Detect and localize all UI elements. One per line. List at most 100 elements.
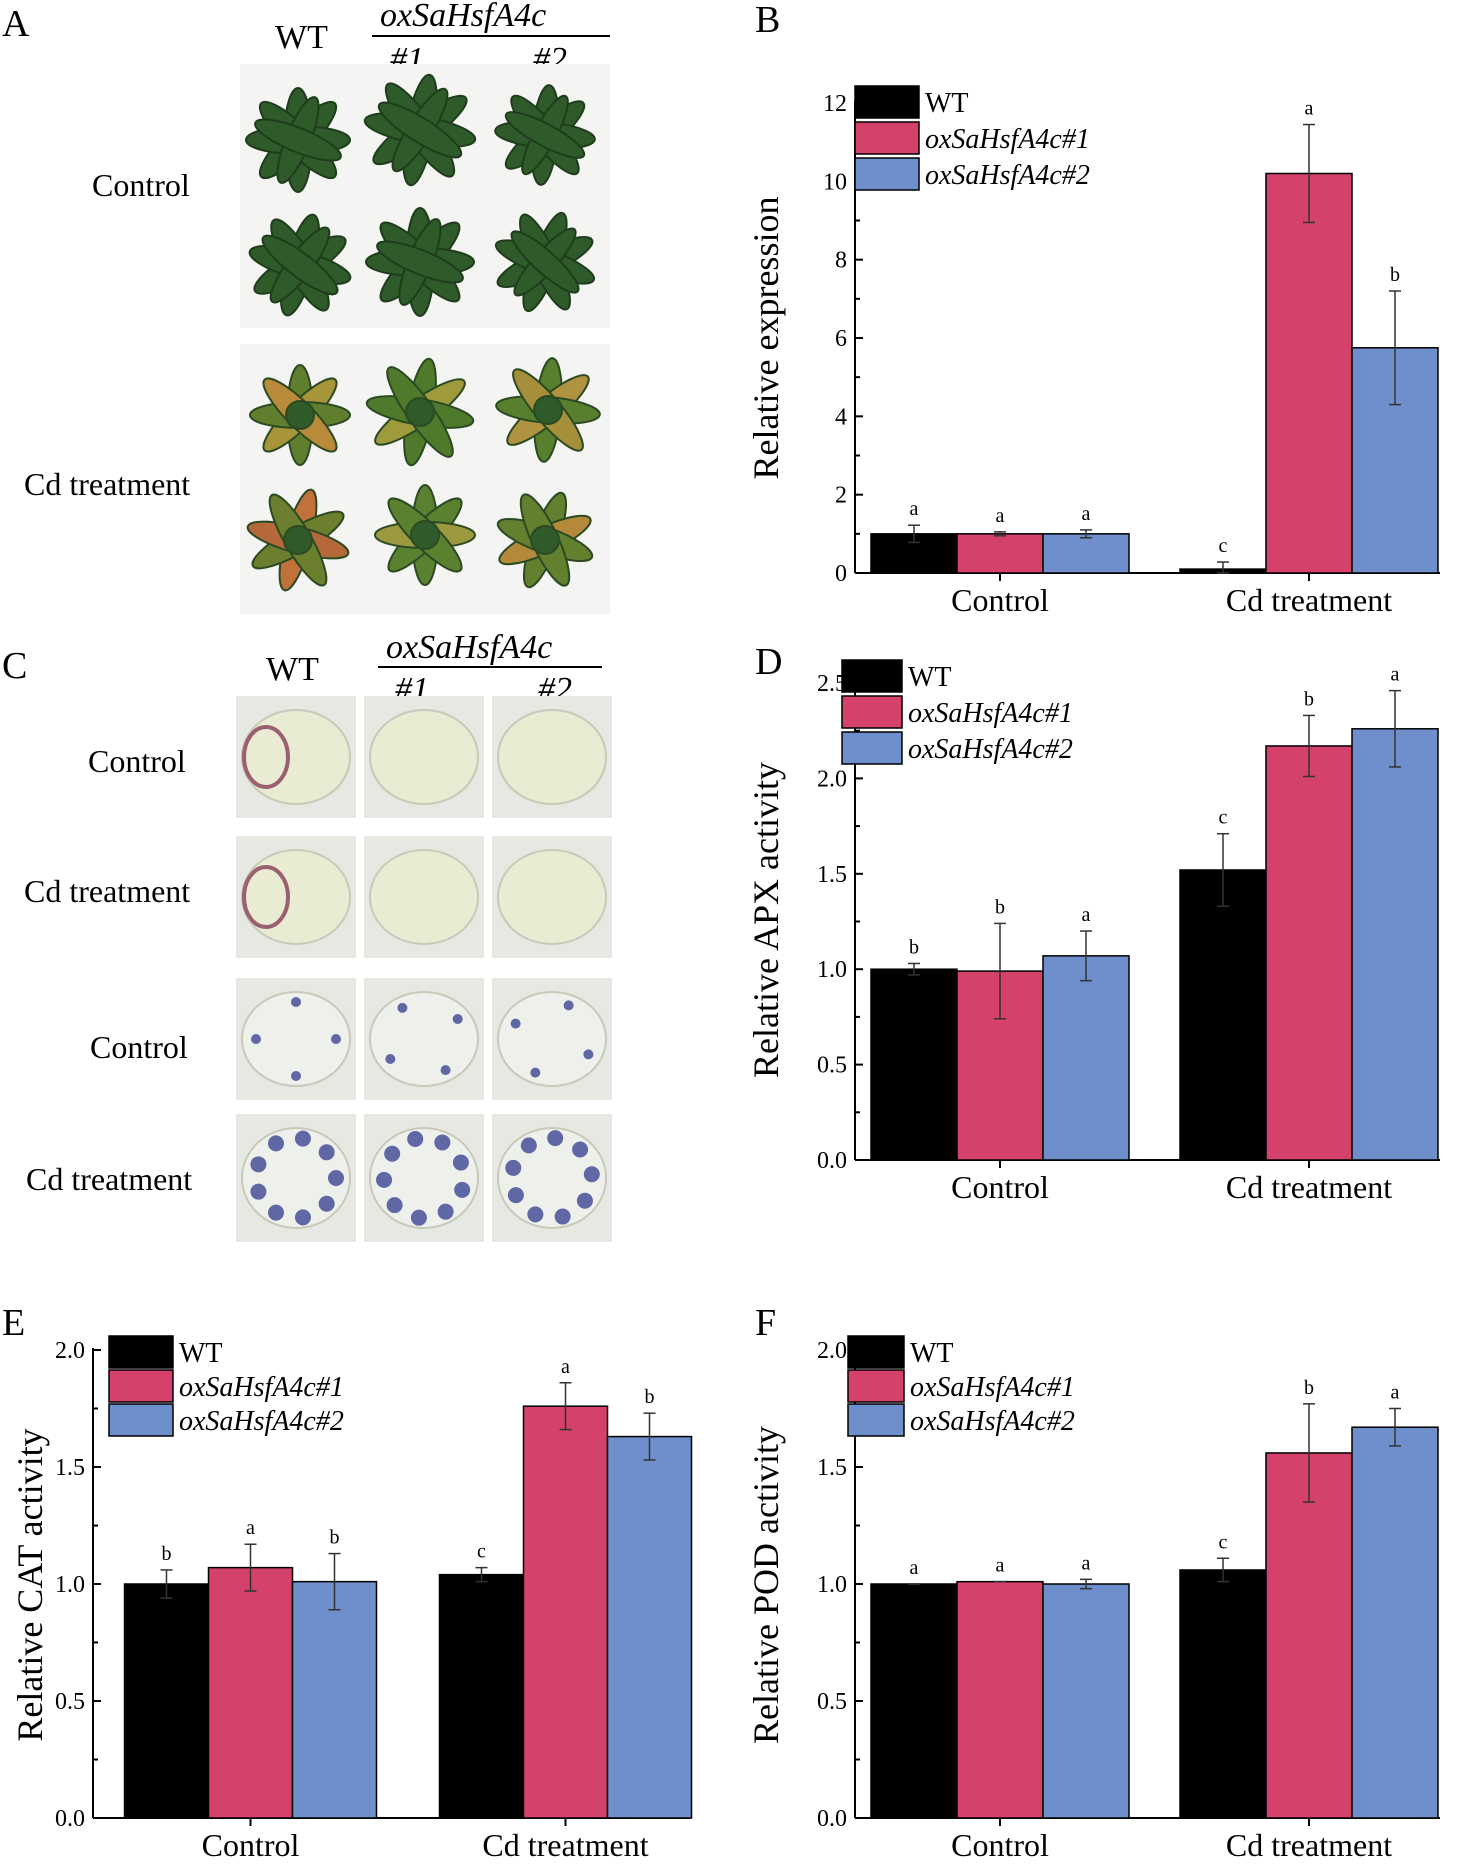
y-tick-label: 1.5 — [55, 1455, 85, 1481]
nbt-stain-spot — [291, 997, 301, 1007]
panel-c: C WT oxSaHsfA4c #1 #2 Control Cd treatme… — [2, 629, 612, 1242]
nbt-stain-spot — [268, 1135, 284, 1152]
legend-swatch — [847, 1369, 905, 1403]
nbt-stain-spot — [291, 1071, 301, 1081]
leaf — [241, 709, 351, 805]
legend-swatch — [847, 1335, 905, 1369]
nbt-stain-spot — [407, 1130, 424, 1147]
significance-letter: c — [1219, 1531, 1228, 1553]
plant-rosette — [363, 73, 477, 187]
leaf-damage — [242, 725, 290, 789]
legend-swatch — [847, 1403, 905, 1437]
bar-e-wt-1 — [438, 1573, 525, 1819]
chart-b: B 0 2 4 6 8 10 12 Relative expression a a a Control c… — [746, 0, 1440, 618]
nbt-stain-spot — [510, 1018, 521, 1029]
significance-letter: b — [162, 1543, 172, 1565]
significance-letter: a — [1391, 664, 1400, 686]
y-axis-label: Relative expression — [746, 197, 786, 480]
bar-e-oxsahsfa4c-2-0 — [291, 1580, 378, 1819]
leaf — [497, 849, 607, 945]
panel-a-wt-header: WT — [275, 19, 328, 56]
nbt-stain-spot — [376, 1171, 393, 1188]
panel-letter: B — [755, 0, 780, 41]
bar-f-wt-1 — [1179, 1569, 1267, 1819]
nbt-stain-spot — [572, 1141, 589, 1158]
nbt-stain-spot — [328, 1170, 344, 1186]
category-label: Cd treatment — [1226, 1827, 1392, 1863]
leaf — [369, 849, 479, 945]
y-tick-label: 0.5 — [55, 1689, 85, 1715]
y-tick-label: 0.5 — [817, 1689, 847, 1715]
panel-a-row-control: Control — [92, 167, 190, 203]
plant-photo-control — [240, 64, 610, 328]
nbt-stain-spot — [563, 1000, 574, 1011]
panel-a-row-cd: Cd treatment — [24, 466, 190, 502]
nbt-stain-spot — [452, 1014, 463, 1025]
plant-photo-cd — [240, 344, 610, 614]
nbt-stain-spot — [547, 1130, 564, 1147]
chart-e: E 0.0 0.5 1.0 1.5 2.0 Relative CAT activity b a b… — [2, 1302, 693, 1863]
y-tick-label: 8 — [835, 248, 847, 274]
category-label: Cd treatment — [1226, 582, 1392, 618]
bar-e-oxsahsfa4c-2-1 — [606, 1435, 693, 1819]
nbt-stain-spot — [520, 1137, 537, 1154]
nbt-stain-spot — [384, 1145, 401, 1162]
nbt-stain-spot — [318, 1144, 335, 1161]
panel-c-wt-header: WT — [266, 651, 319, 688]
legend-label: oxSaHsfA4c#1 — [908, 698, 1073, 729]
nbt-stain-spot — [505, 1159, 522, 1176]
nbt-stain-spot — [583, 1166, 600, 1183]
panel-c-row1-label: Control — [88, 743, 186, 779]
legend-label: oxSaHsfA4c#2 — [908, 734, 1073, 765]
bar-b-oxsahsfa4c-2-0 — [1042, 533, 1130, 574]
legend-swatch — [108, 1335, 174, 1369]
nbt-stain-spot — [440, 1065, 451, 1076]
plant-rosette — [365, 357, 475, 467]
bar-d-oxsahsfa4c-2-1 — [1351, 728, 1439, 1161]
y-tick-label: 2.0 — [817, 1338, 847, 1364]
bar-d-oxsahsfa4c-2-0 — [1042, 955, 1130, 1161]
legend-swatch — [841, 695, 903, 729]
significance-letter: a — [996, 505, 1005, 527]
leaf — [369, 991, 479, 1087]
category-label: Control — [951, 1169, 1049, 1205]
nbt-stain-spot — [331, 1034, 341, 1044]
nbt-stain-spot — [454, 1181, 471, 1198]
plant-rosette — [494, 84, 596, 186]
chart-f: F 0.0 0.5 1.0 1.5 2.0 Relative POD activity a a a… — [746, 1302, 1440, 1863]
significance-letter: b — [330, 1527, 340, 1549]
legend-label: oxSaHsfA4c#1 — [179, 1372, 344, 1403]
legend-label: WT — [908, 662, 952, 693]
legend-swatch — [841, 731, 903, 765]
bar-d-wt-1 — [1179, 869, 1267, 1161]
nbt-stain-spot — [250, 1183, 267, 1200]
plant-rosette — [494, 211, 596, 313]
y-tick-label: 0 — [835, 561, 847, 587]
y-tick-label: 10 — [823, 169, 847, 195]
leaf — [241, 991, 351, 1087]
bar-e-wt-0 — [123, 1583, 210, 1819]
plant-rosette — [365, 207, 475, 317]
bar-d-oxsahsfa4c-1-1 — [1265, 745, 1353, 1161]
plant-rosette — [246, 488, 350, 592]
y-tick-label: 0.0 — [817, 1806, 847, 1832]
significance-letter: b — [1390, 264, 1400, 286]
nbt-stain-spot — [250, 1156, 267, 1173]
legend-label: oxSaHsfA4c#2 — [179, 1406, 344, 1437]
bar-d-wt-0 — [870, 968, 958, 1161]
significance-letter: b — [1304, 688, 1314, 710]
legend-label: WT — [179, 1338, 223, 1369]
significance-letter: a — [1391, 1382, 1400, 1404]
bar-e-oxsahsfa4c-1-1 — [522, 1405, 609, 1819]
legend-label: oxSaHsfA4c#2 — [910, 1406, 1075, 1437]
y-tick-label: 12 — [823, 91, 847, 117]
plant-rosette — [249, 364, 351, 466]
y-tick-label: 0.0 — [55, 1806, 85, 1832]
y-tick-label: 2 — [835, 483, 847, 509]
bar-f-wt-0 — [870, 1583, 958, 1819]
nbt-stain-spot — [527, 1206, 544, 1223]
leaf-damage — [242, 865, 290, 929]
legend-label: oxSaHsfA4c#1 — [910, 1372, 1075, 1403]
